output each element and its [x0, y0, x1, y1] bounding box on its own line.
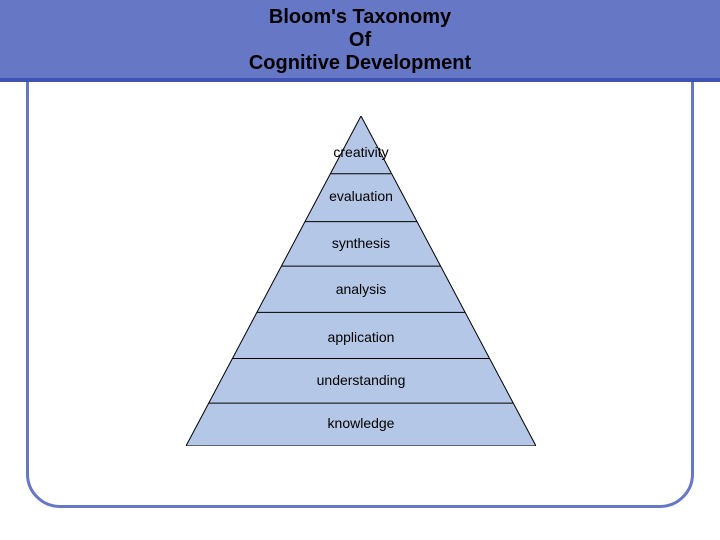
title-line-1: Bloom's Taxonomy	[0, 6, 720, 29]
level-label-understanding: understanding	[186, 372, 536, 388]
level-label-knowledge: knowledge	[186, 415, 536, 431]
pyramid: creativity evaluation synthesis analysis…	[186, 116, 536, 446]
title-line-2: Of	[0, 29, 720, 52]
level-label-analysis: analysis	[186, 281, 536, 297]
level-label-evaluation: evaluation	[186, 188, 536, 204]
slide: Bloom's Taxonomy Of Cognitive Developmen…	[0, 0, 720, 540]
title-line-3: Cognitive Development	[0, 52, 720, 75]
level-label-synthesis: synthesis	[186, 235, 536, 251]
title-underline	[0, 78, 720, 82]
level-label-creativity: creativity	[186, 144, 536, 160]
level-label-application: application	[186, 329, 536, 345]
